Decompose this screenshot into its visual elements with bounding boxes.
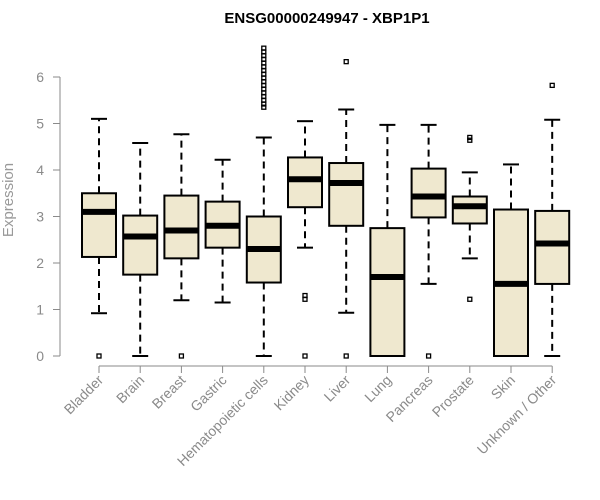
y-tick-label: 0 bbox=[36, 348, 44, 364]
iqr-box bbox=[163, 194, 200, 260]
iqr-box bbox=[369, 227, 406, 357]
outlier-point bbox=[343, 353, 349, 359]
box-gastric bbox=[204, 158, 241, 304]
x-tick-label: Liver bbox=[321, 372, 354, 405]
box-lung bbox=[369, 123, 406, 357]
x-tick-label: Skin bbox=[488, 372, 519, 403]
box-skin bbox=[493, 163, 529, 357]
outlier-point bbox=[178, 353, 185, 359]
plot-area bbox=[81, 45, 571, 359]
y-tick-label: 3 bbox=[36, 209, 44, 225]
box-unknown-other bbox=[534, 82, 571, 357]
iqr-box bbox=[534, 209, 571, 285]
iqr-box bbox=[328, 162, 365, 227]
y-tick-label: 1 bbox=[36, 302, 44, 318]
iqr-box bbox=[122, 214, 159, 276]
x-tick-label: Brain bbox=[113, 372, 147, 406]
outlier-point bbox=[467, 137, 473, 143]
y-axis-label: Expression bbox=[0, 163, 17, 237]
box-kidney bbox=[287, 120, 323, 359]
x-tick-label: Breast bbox=[149, 372, 189, 412]
outlier-point bbox=[343, 59, 349, 65]
outlier-point bbox=[467, 296, 473, 302]
box-breast bbox=[163, 133, 200, 359]
x-tick-label: Lung bbox=[361, 372, 394, 405]
x-tick-label: Prostate bbox=[429, 372, 477, 420]
x-tick-label: Kidney bbox=[271, 372, 313, 414]
outlier-point bbox=[425, 353, 432, 359]
iqr-box bbox=[410, 167, 447, 219]
y-tick-label: 5 bbox=[36, 116, 44, 132]
iqr-box bbox=[81, 192, 117, 258]
outlier-point bbox=[302, 353, 308, 359]
y-tick-label: 4 bbox=[36, 162, 44, 178]
box-bladder bbox=[81, 117, 117, 359]
outlier-point bbox=[302, 292, 308, 299]
outlier-point bbox=[261, 104, 267, 110]
x-tick-label: Bladder bbox=[61, 372, 107, 418]
y-tick-label: 2 bbox=[36, 255, 44, 271]
outlier-point bbox=[467, 134, 473, 141]
iqr-box bbox=[287, 156, 323, 209]
outlier-point bbox=[96, 353, 102, 359]
box-hematopoietic-cells bbox=[245, 45, 282, 357]
iqr-box bbox=[451, 195, 488, 225]
y-tick-label: 6 bbox=[36, 69, 44, 85]
outlier-point bbox=[549, 82, 555, 89]
box-prostate bbox=[451, 134, 488, 302]
outlier-point bbox=[261, 45, 267, 51]
box-pancreas bbox=[410, 123, 447, 359]
chart-title: ENSG00000249947 - XBP1P1 bbox=[224, 10, 429, 27]
box-liver bbox=[328, 59, 365, 359]
box-brain bbox=[122, 142, 159, 357]
